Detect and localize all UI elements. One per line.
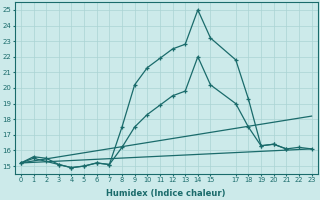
X-axis label: Humidex (Indice chaleur): Humidex (Indice chaleur) (107, 189, 226, 198)
